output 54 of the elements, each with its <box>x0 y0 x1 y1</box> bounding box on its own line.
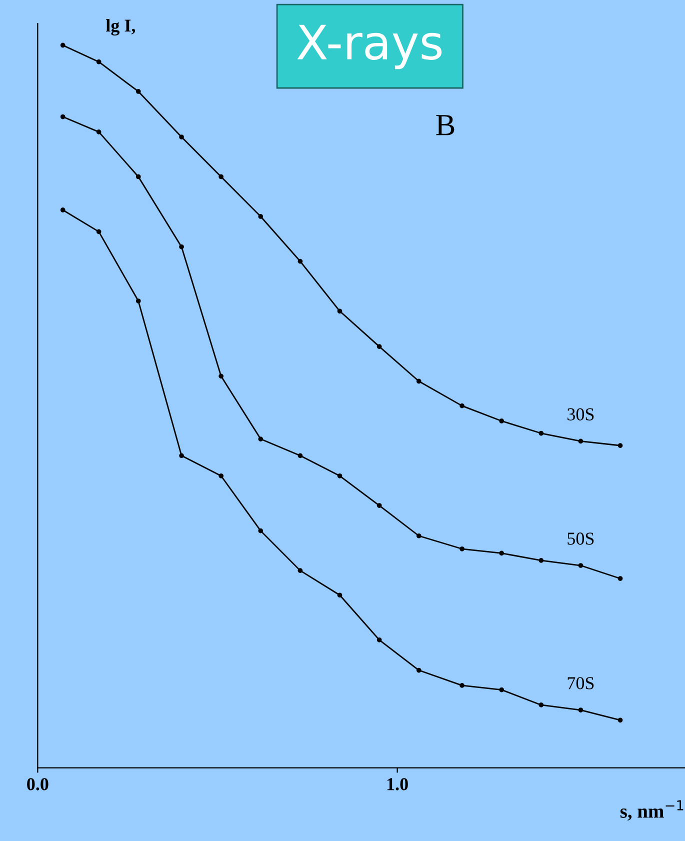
x-tick-label: 1.0 <box>387 778 408 790</box>
point <box>618 576 623 581</box>
point <box>298 258 303 264</box>
point <box>96 229 102 234</box>
point <box>136 298 141 304</box>
point <box>60 208 66 212</box>
point <box>60 42 66 48</box>
series-label: 30S <box>568 408 594 420</box>
point <box>416 668 422 673</box>
point <box>376 344 382 349</box>
series-label: 50S <box>568 532 594 545</box>
chart-title: X-rays <box>297 24 442 70</box>
point <box>258 214 264 219</box>
point <box>218 374 224 379</box>
point <box>136 89 141 94</box>
point <box>376 503 382 508</box>
point <box>416 533 422 538</box>
point <box>96 130 102 134</box>
point <box>578 708 584 712</box>
point <box>578 438 584 444</box>
point <box>376 638 382 642</box>
point <box>60 114 66 120</box>
point <box>337 308 342 314</box>
point <box>460 546 464 552</box>
point <box>618 718 623 723</box>
y-axis-title: lg I, <box>106 19 136 36</box>
point <box>460 403 464 408</box>
x-tick-label: 0.0 <box>27 778 48 790</box>
annotation: B <box>436 115 454 136</box>
point <box>298 453 303 458</box>
point <box>538 430 544 436</box>
point <box>179 453 184 458</box>
point <box>578 563 584 568</box>
point <box>460 683 464 688</box>
x-axis-title: s, nm$^{−1}$ <box>620 800 684 821</box>
point <box>179 244 184 250</box>
point <box>258 436 264 442</box>
point <box>218 473 224 478</box>
point <box>218 174 224 180</box>
point <box>337 592 342 598</box>
point <box>179 134 184 140</box>
point <box>416 378 422 384</box>
point <box>136 174 141 180</box>
point <box>499 418 504 424</box>
point <box>298 568 303 573</box>
point <box>258 528 264 534</box>
point <box>499 687 504 692</box>
series-label: 70S <box>568 677 594 690</box>
point <box>618 443 623 448</box>
point <box>96 59 102 64</box>
point <box>538 702 544 708</box>
point <box>538 558 544 563</box>
point <box>499 550 504 556</box>
point <box>337 473 342 478</box>
